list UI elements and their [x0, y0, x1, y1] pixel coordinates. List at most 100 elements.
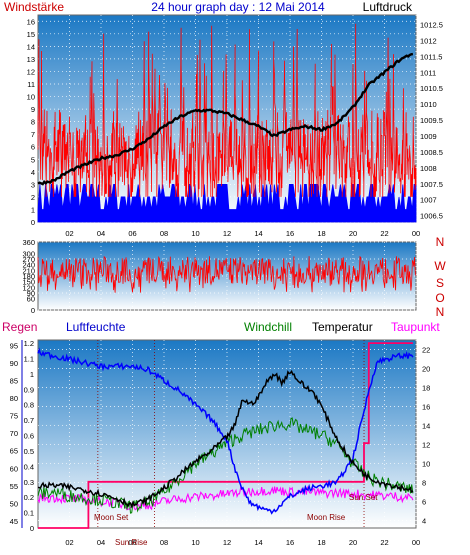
rain-tick-label: 0.7	[24, 416, 34, 425]
x-tick-label: 12	[223, 538, 231, 547]
temp-tick-label: 14	[422, 421, 430, 430]
rain-tick-label: 1	[30, 370, 34, 379]
x-tick-label: 10	[191, 229, 199, 238]
x-tick-label: 20	[349, 229, 357, 238]
wind-tick-label: 3	[31, 180, 35, 189]
wind-tick-label: 11	[27, 80, 35, 89]
temperature-series	[37, 369, 414, 509]
pressure-tick-label: 1007	[420, 196, 437, 205]
direction-tick-label: 180	[22, 272, 35, 281]
direction-tick-label: 240	[22, 261, 35, 270]
temp-tick-label: 8	[422, 478, 426, 487]
direction-tick-label: 90	[27, 289, 35, 298]
windchill-label: Windchill	[244, 320, 292, 334]
humidity-tick-label: 60	[10, 464, 18, 473]
x-tick-label: 16	[286, 538, 294, 547]
direction-tick-label: 360	[22, 238, 35, 247]
wind-tick-label: 15	[27, 30, 35, 39]
dewpoint-label: Taupunkt	[391, 320, 440, 334]
pressure-tick-label: 1006.5	[420, 212, 443, 221]
wind-tick-label: 9	[31, 105, 35, 114]
windchill-series	[37, 417, 414, 514]
x-tick-label: 00	[412, 538, 420, 547]
x-tick-label: 02	[65, 229, 73, 238]
x-tick-label: 08	[160, 229, 168, 238]
wind-tick-label: 5	[31, 155, 35, 164]
pressure-tick-label: 1007.5	[420, 180, 443, 189]
wind-tick-label: 2	[31, 193, 35, 202]
humidity-tick-label: 70	[10, 429, 18, 438]
direction-tick-label: 60	[27, 295, 35, 304]
pressure-tick-label: 1012.5	[420, 21, 443, 30]
wind-tick-label: 6	[31, 143, 35, 152]
wind-tick-label: 0	[31, 218, 35, 227]
wind-tick-label: 14	[27, 42, 35, 51]
rain-tick-label: 0	[30, 524, 34, 533]
humidity-tick-label: 45	[10, 517, 18, 526]
humidity-tick-label: 65	[10, 447, 18, 456]
rain-tick-label: 0.2	[24, 493, 34, 502]
wind-tick-label: 8	[31, 118, 35, 127]
temp-tick-label: 12	[422, 440, 430, 449]
rain-tick-label: 0.1	[24, 509, 34, 518]
temp-tick-label: 22	[422, 345, 430, 354]
wind-tick-label: 13	[27, 55, 35, 64]
humidity-tick-label: 50	[10, 499, 18, 508]
wind-tick-label: 7	[31, 130, 35, 139]
rain-tick-label: 0.6	[24, 432, 34, 441]
pressure-tick-label: 1008	[420, 164, 437, 173]
rain-tick-label: 1.2	[24, 339, 34, 348]
direction-tick-label: 270	[22, 255, 35, 264]
rain-tick-label: 0.4	[24, 462, 34, 471]
rain-tick-label: 1.1	[24, 354, 34, 363]
humidity-tick-label: 75	[10, 412, 18, 421]
pressure-tick-label: 1010.5	[420, 84, 443, 93]
humidity-tick-label: 95	[10, 341, 18, 350]
x-tick-label: 06	[128, 229, 136, 238]
wind-tick-label: 4	[31, 168, 35, 177]
wind-direction-series	[37, 255, 417, 293]
temp-tick-label: 18	[422, 383, 430, 392]
x-tick-label: 18	[317, 538, 325, 547]
moon-rise-annotation: Moon Rise	[307, 513, 346, 522]
wind-tick-label: 12	[27, 67, 35, 76]
rain-tick-label: 0.9	[24, 385, 34, 394]
temperature-label: Temperatur	[312, 320, 373, 334]
x-tick-label: 16	[286, 229, 294, 238]
temp-tick-label: 16	[422, 402, 430, 411]
compass-label: S	[436, 276, 444, 290]
direction-tick-label: 210	[22, 266, 35, 275]
wind-tick-label: 1	[31, 205, 35, 214]
pressure-tick-label: 1009	[420, 132, 437, 141]
pressure-tick-label: 1008.5	[420, 148, 443, 157]
humidity-tick-label: 55	[10, 482, 18, 491]
x-tick-label: 10	[191, 538, 199, 547]
x-tick-label: 06	[128, 538, 136, 547]
pressure-axis-title: Luftdruck	[363, 0, 413, 14]
x-tick-label: 20	[349, 538, 357, 547]
wind-gust-series	[37, 23, 417, 197]
temp-tick-label: 20	[422, 364, 430, 373]
wind-tick-label: 10	[27, 93, 35, 102]
humidity-tick-label: 85	[10, 376, 18, 385]
temp-tick-label: 4	[422, 516, 426, 525]
pressure-series	[37, 52, 414, 186]
direction-tick-label: 0	[31, 306, 35, 315]
compass-label: W	[434, 259, 446, 273]
rain-tick-label: 0.5	[24, 447, 34, 456]
x-tick-label: 04	[97, 229, 105, 238]
x-tick-label: 04	[97, 538, 105, 547]
x-tick-label: 08	[160, 538, 168, 547]
pressure-tick-label: 1009.5	[420, 116, 443, 125]
pressure-tick-label: 1012	[420, 36, 437, 45]
wind-axis-title: Windstärke	[4, 0, 64, 14]
rain-tick-label: 0.3	[24, 478, 34, 487]
x-tick-label: 00	[412, 229, 420, 238]
x-tick-label: 12	[223, 229, 231, 238]
sun-set-annotation: Sun Set	[349, 493, 378, 502]
humidity-label: Luftfeuchte	[66, 320, 126, 334]
rain-tick-label: 0.8	[24, 401, 34, 410]
rain-label: Regen	[2, 320, 37, 334]
